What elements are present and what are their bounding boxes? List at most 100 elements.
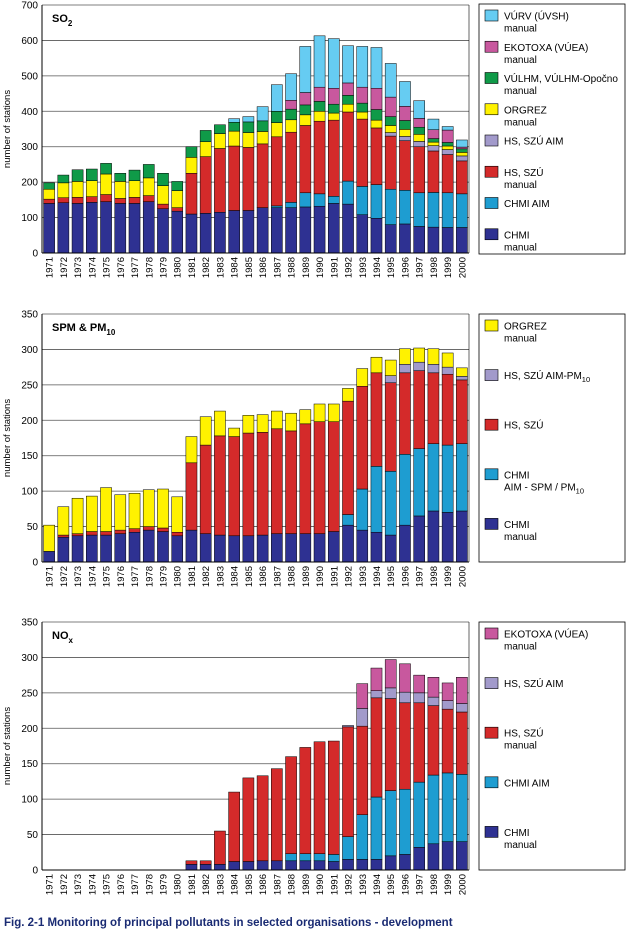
bar-1999 — [441, 708, 454, 774]
bar-1989 — [299, 92, 312, 106]
bar-1985 — [242, 116, 255, 123]
legend-swatch — [484, 103, 499, 116]
legend-label-line2: manual — [504, 180, 537, 191]
bar-1986 — [256, 860, 269, 871]
bar-1982 — [199, 860, 212, 865]
legend-label: ORGREZ — [504, 105, 547, 116]
bar-1991 — [327, 38, 340, 89]
y-tick-label-200: 200 — [21, 416, 38, 427]
x-tick-label-1998: 1998 — [429, 566, 440, 587]
x-tick-label-1977: 1977 — [130, 874, 141, 895]
bar-1994 — [370, 466, 383, 533]
bar-1995 — [384, 471, 397, 536]
bar-1973 — [71, 535, 84, 563]
legend-label-line2: manual — [504, 334, 537, 345]
x-tick-label-1986: 1986 — [258, 874, 269, 895]
bar-2000 — [456, 677, 468, 704]
bar-1991 — [327, 854, 340, 862]
bar-2000 — [456, 711, 468, 775]
bar-1999 — [441, 142, 454, 147]
legend-label: ORGREZ — [504, 322, 547, 333]
bar-1993 — [356, 529, 369, 563]
x-tick-label-1994: 1994 — [372, 874, 383, 895]
x-tick-label-1997: 1997 — [415, 566, 426, 587]
legend-swatch — [484, 677, 499, 689]
bar-1998 — [427, 705, 440, 776]
bar-1971 — [43, 198, 55, 204]
bar-1980 — [171, 207, 184, 212]
bar-1988 — [285, 100, 297, 110]
bar-1993 — [356, 111, 369, 120]
legend-label-line2: manual — [504, 242, 537, 253]
legend-label-line2: manual — [504, 55, 537, 66]
bar-2000 — [456, 510, 468, 563]
bar-1991 — [327, 740, 340, 855]
bar-1988 — [285, 860, 297, 871]
bar-1987 — [271, 768, 283, 862]
legend-swatch — [484, 40, 499, 53]
y-tick-label-400: 400 — [21, 107, 38, 118]
bar-1981 — [185, 529, 198, 563]
bar-1992 — [342, 836, 354, 860]
legend-label-line2: manual — [504, 532, 537, 543]
bar-1997 — [413, 448, 425, 517]
x-tick-label-1980: 1980 — [173, 566, 184, 587]
bar-2000 — [456, 193, 468, 228]
y-tick-label-100: 100 — [21, 213, 38, 224]
plot-area — [42, 5, 469, 253]
x-tick-label-1983: 1983 — [215, 257, 226, 278]
legend-item-3: HS, SZÚ — [484, 419, 543, 432]
x-tick-label-1994: 1994 — [372, 566, 383, 587]
legend-label: CHMI AIM — [504, 778, 550, 789]
bar-1999 — [441, 149, 454, 155]
bar-1990 — [313, 853, 326, 862]
bar-1992 — [342, 388, 354, 402]
legend-swatch — [484, 518, 499, 530]
legend-label: VÚRV (ÚVSH) — [504, 10, 569, 23]
bar-1983 — [214, 830, 226, 865]
bar-1990 — [313, 193, 326, 207]
bar-1982 — [199, 444, 212, 534]
bar-1996 — [399, 854, 411, 871]
bar-1997 — [413, 674, 425, 694]
bar-1972 — [57, 197, 70, 203]
bar-1984 — [228, 861, 240, 871]
bar-1986 — [256, 775, 269, 862]
bar-1981 — [185, 860, 198, 865]
x-tick-label-1996: 1996 — [400, 566, 411, 587]
bar-1999 — [441, 154, 454, 194]
bar-1985 — [242, 777, 255, 862]
bar-1999 — [441, 373, 454, 446]
bar-1992 — [342, 725, 354, 728]
x-tick-label-1996: 1996 — [400, 874, 411, 895]
bar-1972 — [57, 534, 70, 538]
bar-1972 — [57, 174, 70, 184]
x-tick-label-1997: 1997 — [415, 874, 426, 895]
bar-1984 — [228, 122, 240, 132]
bar-1977 — [128, 180, 141, 198]
bar-1998 — [427, 226, 440, 254]
x-tick-label-1995: 1995 — [386, 257, 397, 278]
bar-1991 — [327, 119, 340, 197]
bar-1999 — [441, 512, 454, 563]
chart-panel-1: 0 100 200 300 400 500 600 700 1971 1972 1973 1974 19… — [2, 1, 626, 278]
bar-1995 — [384, 855, 397, 871]
x-tick-label-1974: 1974 — [87, 874, 98, 895]
bar-1990 — [313, 205, 326, 254]
x-tick-label-1992: 1992 — [344, 257, 355, 278]
bar-1992 — [342, 514, 354, 526]
bar-1971 — [43, 551, 55, 563]
bar-1999 — [441, 700, 454, 710]
bar-1993 — [356, 186, 369, 215]
bar-1974 — [86, 168, 98, 181]
bar-1999 — [441, 192, 454, 228]
bar-1974 — [86, 534, 98, 563]
x-tick-label-1979: 1979 — [158, 874, 169, 895]
bar-1982 — [199, 864, 212, 871]
x-tick-label-1990: 1990 — [315, 566, 326, 587]
bar-1983 — [214, 133, 226, 149]
